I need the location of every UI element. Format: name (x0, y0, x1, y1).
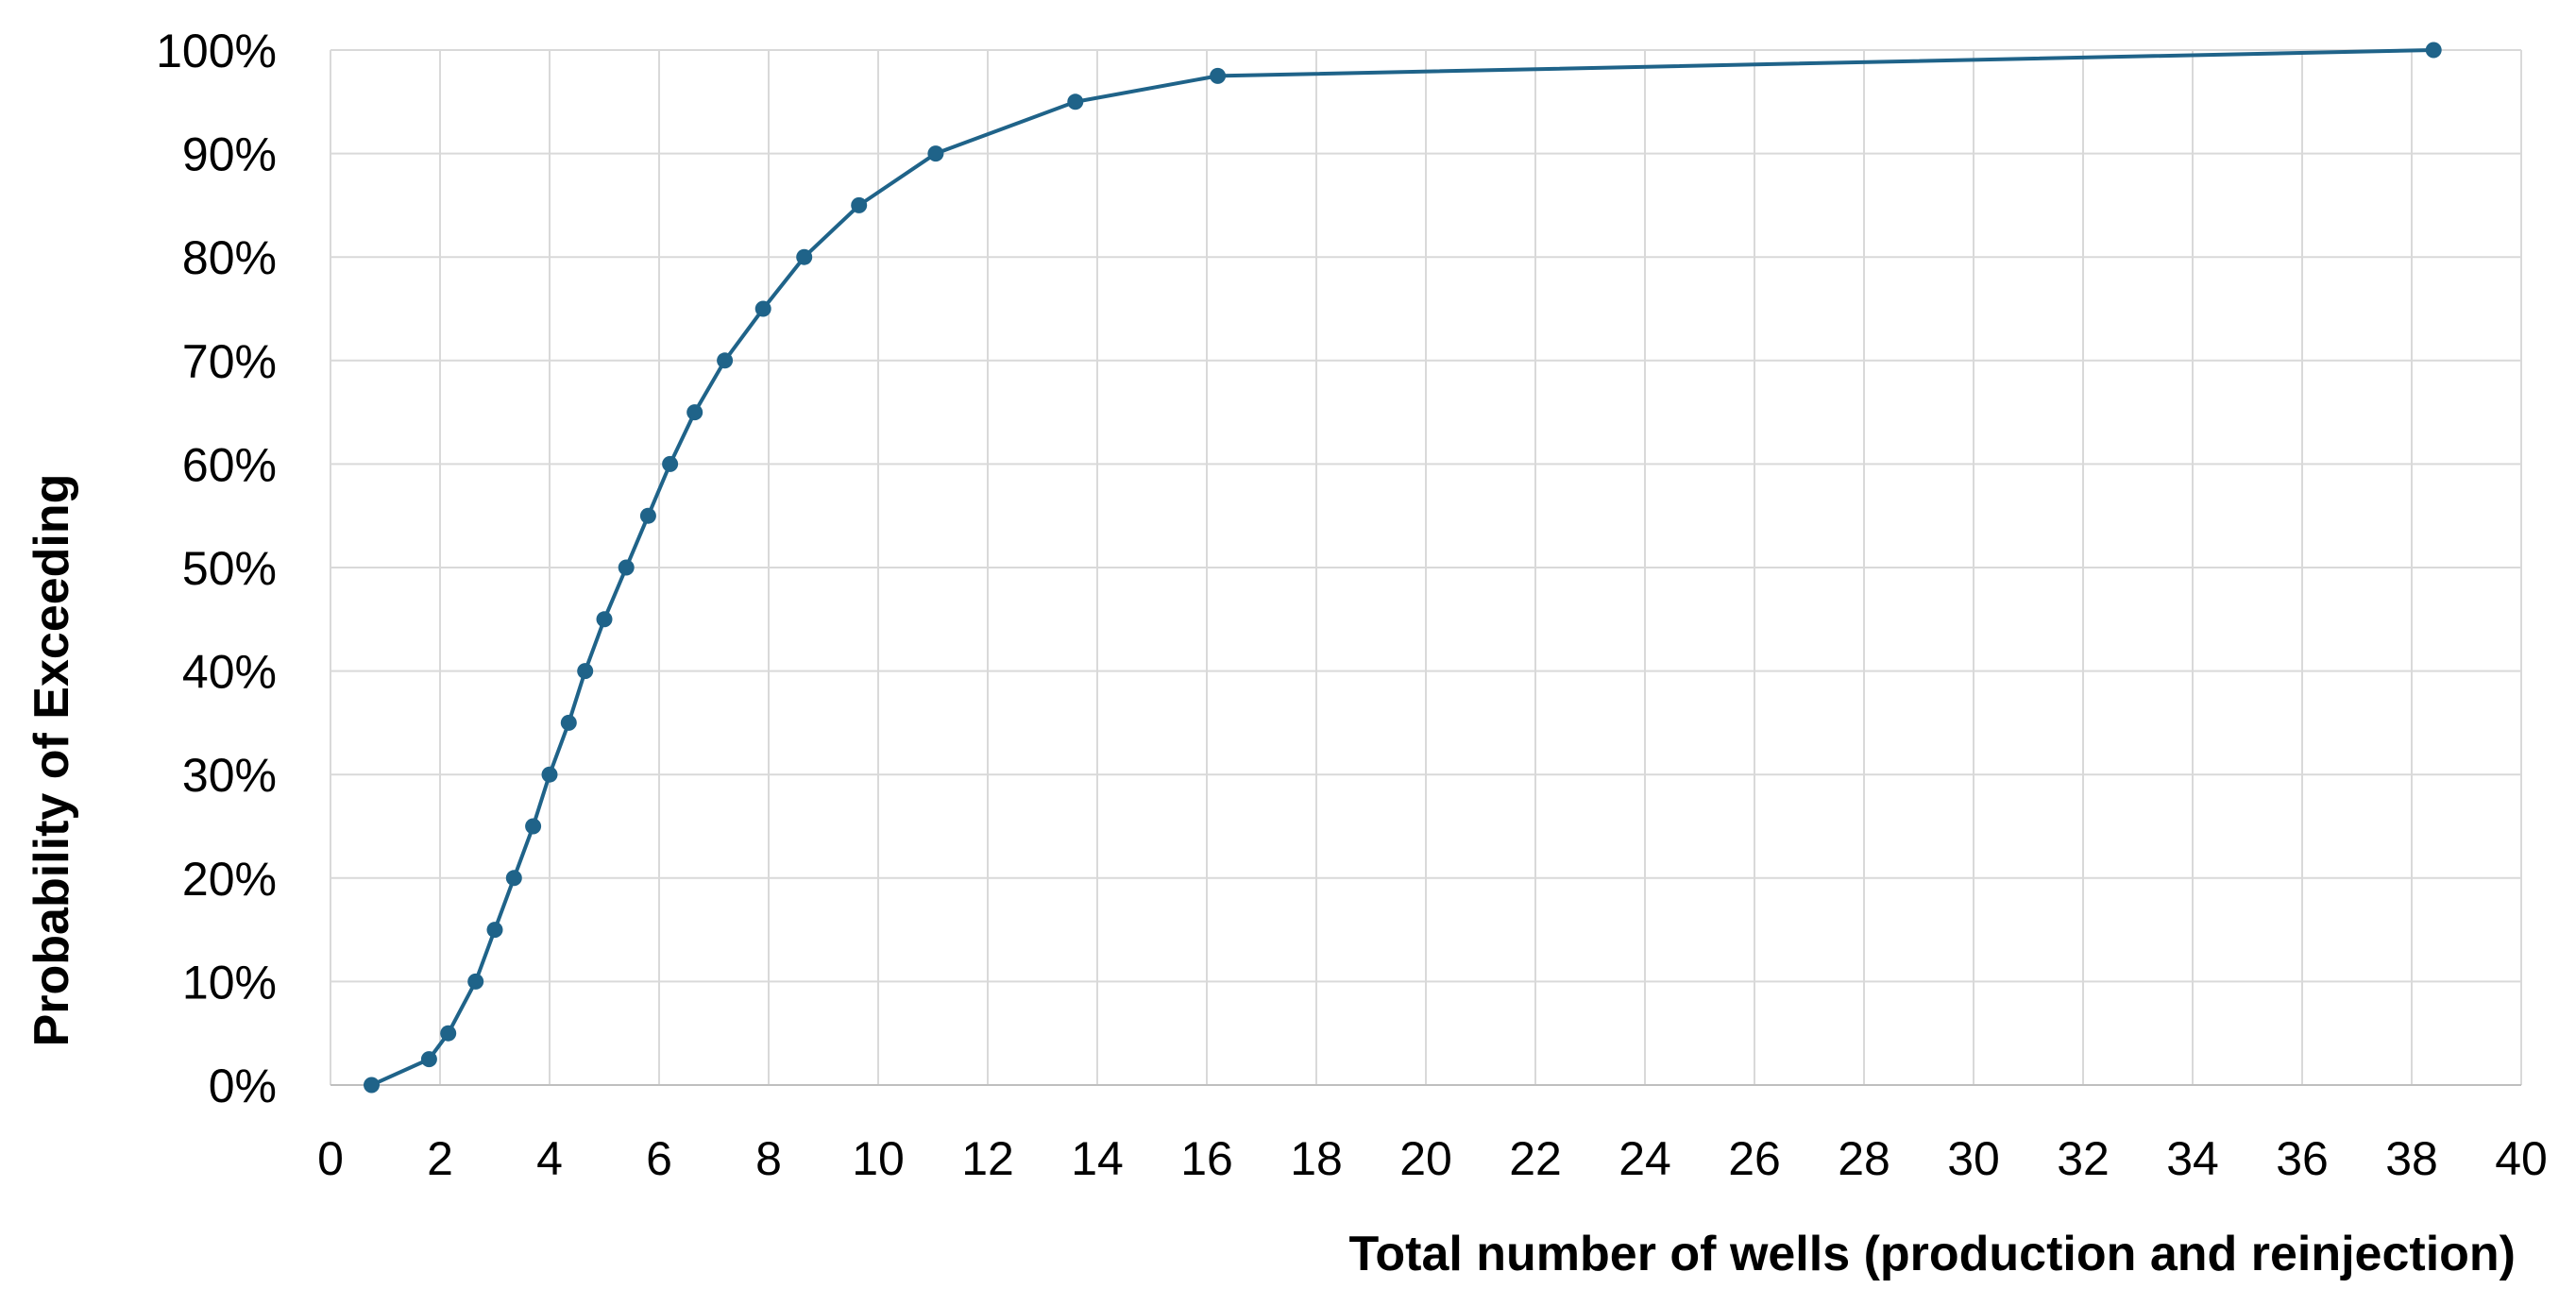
y-tick-label: 50% (182, 542, 277, 595)
x-tick-label: 40 (2495, 1132, 2548, 1185)
data-point (851, 196, 868, 213)
x-tick-label: 16 (1180, 1132, 1233, 1185)
data-point (577, 663, 594, 680)
x-tick-label: 24 (1618, 1132, 1671, 1185)
y-tick-label: 80% (182, 231, 277, 284)
x-tick-label: 20 (1399, 1132, 1452, 1185)
data-point (505, 870, 522, 887)
data-point (486, 922, 503, 939)
y-tick-label: 40% (182, 646, 277, 699)
data-point (596, 611, 613, 628)
data-point (1210, 67, 1227, 84)
data-point (467, 973, 484, 990)
data-point (560, 714, 577, 731)
x-axis-tick-labels: 0 2 4 6 8 10 12 14 16 18 20 22 24 26 28 30 32 34 36 38 40 (317, 1132, 2548, 1185)
x-tick-label: 14 (1071, 1132, 1124, 1185)
data-point (1067, 93, 1084, 110)
x-axis-title: Total number of wells (production and re… (1348, 1227, 2516, 1281)
data-point (420, 1051, 437, 1068)
y-tick-label: 20% (182, 853, 277, 906)
x-tick-label: 18 (1290, 1132, 1343, 1185)
x-tick-label: 30 (1947, 1132, 2000, 1185)
y-tick-label: 0% (209, 1060, 277, 1112)
y-tick-label: 60% (182, 438, 277, 491)
x-tick-label: 32 (2057, 1132, 2110, 1185)
y-tick-label: 100% (156, 25, 277, 77)
data-point (662, 455, 679, 472)
y-tick-label: 10% (182, 956, 277, 1009)
grid (330, 49, 2522, 1086)
y-axis-tick-labels: 0% 10% 20% 30% 40% 50% 60% 70% 80% 90% 100% (156, 25, 277, 1112)
x-tick-label: 28 (1838, 1132, 1890, 1185)
data-point (927, 145, 944, 162)
data-point (364, 1077, 380, 1094)
x-tick-label: 12 (961, 1132, 1014, 1185)
y-tick-label: 70% (182, 335, 277, 388)
data-point (541, 766, 558, 783)
x-tick-label: 2 (427, 1132, 453, 1185)
x-tick-label: 22 (1509, 1132, 1562, 1185)
data-point (796, 248, 813, 265)
data-point (717, 352, 734, 369)
y-axis-title: Probability of Exceeding (25, 474, 79, 1047)
x-tick-label: 0 (317, 1132, 344, 1185)
data-point (618, 559, 635, 576)
data-point (2425, 42, 2442, 59)
x-tick-label: 26 (1728, 1132, 1781, 1185)
data-point (639, 507, 656, 524)
x-tick-label: 10 (852, 1132, 905, 1185)
data-point (525, 818, 542, 835)
data-point (440, 1025, 457, 1042)
x-tick-label: 4 (536, 1132, 563, 1185)
data-points (364, 42, 2442, 1094)
y-tick-label: 30% (182, 749, 277, 802)
x-tick-label: 6 (646, 1132, 672, 1185)
y-tick-label: 90% (182, 128, 277, 181)
data-point (686, 404, 703, 421)
x-tick-label: 38 (2385, 1132, 2438, 1185)
data-point (754, 300, 771, 317)
x-tick-label: 8 (755, 1132, 782, 1185)
x-tick-label: 36 (2276, 1132, 2329, 1185)
x-tick-label: 34 (2166, 1132, 2219, 1185)
